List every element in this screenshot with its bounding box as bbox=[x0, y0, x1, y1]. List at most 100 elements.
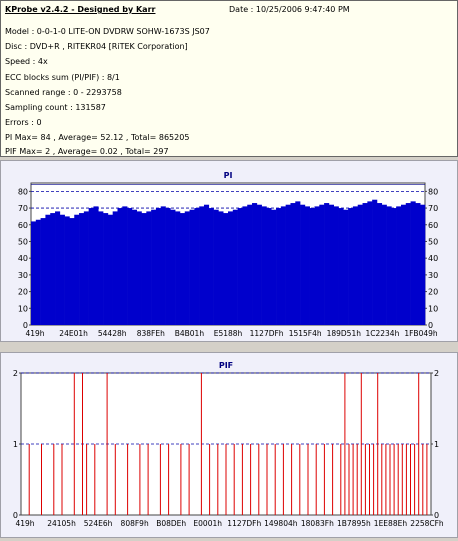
pi-bar bbox=[295, 201, 301, 325]
pi-bar bbox=[309, 208, 315, 325]
y-tick-label-right: 10 bbox=[428, 304, 438, 313]
pi-bar bbox=[386, 206, 392, 325]
pi-bar bbox=[333, 206, 339, 325]
x-tick-label: 419h bbox=[25, 329, 44, 338]
y-tick-label-right: 1 bbox=[434, 440, 439, 449]
x-tick-label: E5188h bbox=[214, 329, 243, 338]
pi-bar bbox=[69, 218, 75, 325]
x-tick-label: B08DEh bbox=[156, 519, 186, 528]
pi-bar bbox=[203, 204, 210, 325]
pi-bar bbox=[31, 221, 37, 325]
pi-bar bbox=[300, 204, 306, 325]
y-tick-label-right: 0 bbox=[428, 321, 433, 330]
info-sampling: Sampling count : 131587 bbox=[5, 103, 106, 112]
pi-bar bbox=[223, 213, 229, 325]
pi-bar bbox=[74, 214, 80, 325]
pi-bar bbox=[218, 211, 224, 325]
x-tick-label: 2258CFh bbox=[410, 519, 444, 528]
pi-bar bbox=[175, 211, 181, 325]
pi-chart: PI 0 0 10 10 20 20 30 30 40 40 50 50 60 60 70 70 80 80 419h… bbox=[18, 171, 438, 338]
y-tick-label-left: 1 bbox=[13, 440, 18, 449]
pi-bar bbox=[98, 211, 104, 325]
y-tick-label-right: 70 bbox=[428, 204, 438, 213]
y-tick-label-right: 60 bbox=[428, 221, 438, 230]
pif-chart: PIF 0 0 1 1 2 2 419h 24105h 524E6h 808F9h B08DEh E00… bbox=[13, 361, 444, 528]
pif-chart-panel: PIF 0 0 1 1 2 2 419h 24105h 524E6h 808F9h B08DEh E00… bbox=[0, 352, 458, 538]
x-tick-label: 1C2234h bbox=[365, 329, 399, 338]
pi-bar bbox=[391, 208, 397, 325]
pi-bar bbox=[319, 204, 325, 325]
info-errors: Errors : 0 bbox=[5, 118, 42, 127]
x-tick-label: 24E01h bbox=[59, 329, 88, 338]
pi-bar bbox=[228, 211, 234, 325]
x-tick-label: 189D51h bbox=[327, 329, 362, 338]
y-tick-label-right: 50 bbox=[428, 237, 438, 246]
pi-bar bbox=[112, 211, 118, 325]
x-tick-label: 1127DFh bbox=[250, 329, 284, 338]
x-tick-label: 54428h bbox=[98, 329, 127, 338]
pi-bar bbox=[55, 211, 61, 325]
y-tick-label-left: 10 bbox=[18, 304, 28, 313]
pi-bar bbox=[324, 203, 330, 325]
pi-bar bbox=[88, 208, 94, 325]
pi-bar bbox=[107, 214, 113, 325]
pi-bar bbox=[400, 204, 407, 325]
pi-bar bbox=[146, 211, 152, 325]
pi-bar bbox=[199, 206, 205, 325]
pi-bar bbox=[83, 211, 89, 325]
pi-chart-panel: PI 0 0 10 10 20 20 30 30 40 40 50 50 60 60 70 70 80 80 419h… bbox=[0, 160, 458, 342]
pi-bar bbox=[242, 206, 248, 325]
pi-bar bbox=[276, 208, 282, 325]
pi-bar bbox=[396, 206, 402, 325]
y-tick-label-right: 20 bbox=[428, 288, 438, 297]
pi-bar bbox=[314, 206, 320, 325]
pi-bar bbox=[338, 208, 344, 325]
pi-bar bbox=[194, 208, 200, 325]
pi-bar bbox=[256, 204, 262, 325]
pi-bar bbox=[247, 204, 253, 325]
y-tick-label-right: 2 bbox=[434, 369, 439, 378]
pi-bar bbox=[50, 213, 56, 325]
x-tick-label: 1FB049h bbox=[404, 329, 438, 338]
info-range: Scanned range : 0 - 2293758 bbox=[5, 88, 122, 97]
x-tick-label: 808F9h bbox=[121, 519, 149, 528]
pi-bar bbox=[151, 209, 157, 325]
pi-bar bbox=[420, 204, 426, 325]
pi-bar bbox=[252, 203, 258, 325]
pi-bar bbox=[160, 206, 166, 325]
pi-bar bbox=[266, 208, 272, 325]
pi-bar bbox=[357, 204, 363, 325]
chart-title: PI bbox=[224, 171, 233, 180]
x-tick-label: 524E6h bbox=[84, 519, 113, 528]
pi-bar bbox=[237, 208, 243, 325]
x-tick-label: 419h bbox=[15, 519, 34, 528]
pi-bar bbox=[362, 203, 368, 325]
y-tick-label-left: 0 bbox=[23, 321, 28, 330]
pi-bar bbox=[285, 204, 291, 325]
y-tick-label-left: 20 bbox=[18, 288, 28, 297]
y-tick-label-left: 0 bbox=[13, 511, 18, 520]
pi-bar bbox=[343, 209, 349, 325]
x-tick-label: B4B01h bbox=[175, 329, 205, 338]
pi-bar bbox=[93, 206, 99, 325]
x-tick-label: 1127DFh bbox=[227, 519, 261, 528]
y-tick-label-left: 70 bbox=[18, 204, 28, 213]
pi-bar bbox=[122, 206, 128, 325]
pi-bar bbox=[117, 208, 123, 325]
pi-bar bbox=[381, 204, 387, 325]
x-tick-label: E0001h bbox=[193, 519, 222, 528]
pi-bar bbox=[127, 208, 133, 325]
y-tick-label-left: 60 bbox=[18, 221, 28, 230]
x-tick-label: 149804h bbox=[264, 519, 298, 528]
pi-bar bbox=[184, 211, 190, 325]
info-disc: Disc : DVD+R , RITEKR04 [RiTEK Corporati… bbox=[5, 42, 188, 51]
pi-bar bbox=[155, 208, 162, 325]
pi-bar bbox=[136, 211, 142, 325]
x-tick-label: 1515F4h bbox=[289, 329, 322, 338]
pi-bar bbox=[261, 206, 267, 325]
app-title: KProbe v2.4.2 - Designed by Karr bbox=[5, 5, 156, 14]
y-tick-label-right: 80 bbox=[428, 187, 438, 196]
scan-date: Date : 10/25/2006 9:47:40 PM bbox=[229, 5, 350, 14]
y-tick-label-left: 30 bbox=[18, 271, 28, 280]
pi-bar bbox=[280, 206, 286, 325]
